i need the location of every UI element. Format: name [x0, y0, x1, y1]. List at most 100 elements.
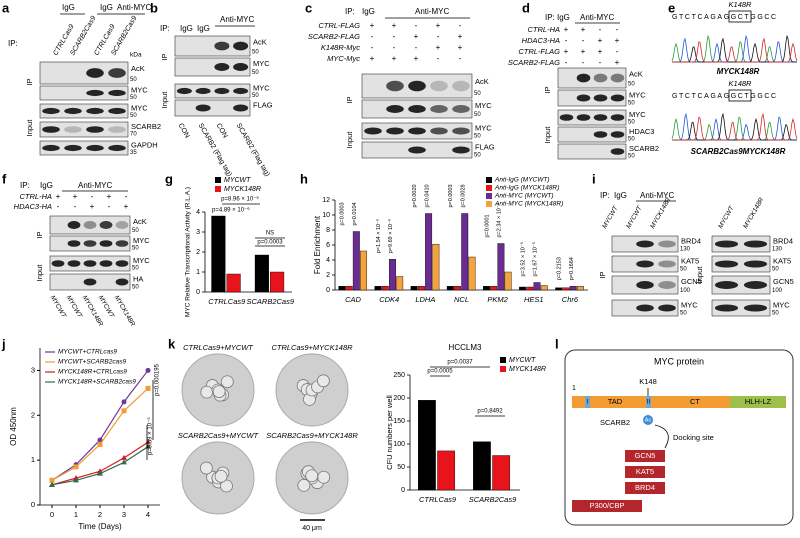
band-name: MYC	[475, 123, 492, 132]
band-name: MYC	[253, 59, 270, 68]
sign: -	[599, 25, 602, 34]
series-line	[51, 441, 149, 486]
p-value: p=3.52 × 10⁻⁵	[519, 242, 526, 277]
y-tick-label: 0	[326, 287, 330, 294]
band	[408, 146, 426, 154]
band	[214, 87, 230, 95]
band	[42, 144, 60, 152]
p-value: NS	[266, 231, 274, 237]
band-name: MYC	[131, 104, 148, 113]
chromatogram-trace	[672, 112, 797, 141]
bar	[338, 286, 346, 291]
y-tick-label: 100	[393, 441, 405, 448]
bar	[482, 286, 490, 291]
panel-letter: h	[300, 171, 308, 186]
x-tick-label: PKM2	[487, 295, 508, 304]
y-tick-label: 250	[393, 372, 405, 379]
band	[108, 144, 126, 152]
band	[593, 114, 608, 121]
y-tick-label: 2	[31, 410, 35, 419]
label: IgG	[100, 3, 113, 12]
y-tick-label: 50	[397, 464, 405, 471]
factor-box	[625, 466, 665, 478]
lane-label: SCARB2 (Flag tag)	[197, 122, 233, 177]
band	[610, 94, 625, 102]
bar	[555, 287, 563, 291]
sign: +	[436, 43, 441, 52]
x-tick-label: 2	[98, 510, 102, 519]
condition: HDAC3-HA	[522, 36, 560, 45]
band	[115, 260, 129, 267]
kda-marker: 50	[252, 93, 259, 99]
section-label: IP	[25, 78, 34, 85]
kda-marker: 50	[130, 113, 137, 119]
p-value: p=0.0003	[340, 202, 346, 225]
legend-swatch	[500, 366, 506, 372]
kda-marker: 50	[628, 100, 635, 106]
mb-box	[646, 396, 651, 408]
sign: +	[458, 43, 463, 52]
series-line	[51, 370, 149, 481]
bar	[418, 400, 436, 491]
blot-strip	[557, 67, 627, 89]
label: Anti-MYC	[78, 181, 112, 190]
kda-marker: 50	[130, 95, 137, 101]
band-name: MYC	[773, 300, 790, 309]
kda-marker: 50	[628, 82, 635, 88]
sign: -	[74, 202, 77, 211]
legend-label: Anti-IgG (MYCK148R)	[494, 185, 559, 192]
section-label: IP	[543, 86, 552, 93]
legend-label: MYCK148R	[509, 366, 546, 373]
legend-swatch	[486, 201, 492, 207]
label: HLH-LZ	[745, 397, 772, 406]
label: IP:	[160, 24, 170, 33]
band-name: HA	[133, 274, 143, 283]
band-name: GAPDH	[131, 141, 158, 150]
sign: -	[108, 202, 111, 211]
legend-swatch	[215, 186, 221, 192]
sequence: GTCTCAGAGGCTGGCC	[672, 14, 778, 21]
blot-strip	[49, 215, 131, 235]
y-tick-label: 3	[31, 365, 35, 374]
band	[452, 127, 470, 135]
image-caption: CTRLCas9+MYCK148R	[271, 343, 353, 352]
kda-marker: 130	[680, 246, 691, 252]
sign: -	[393, 43, 396, 52]
band	[99, 260, 113, 267]
band	[115, 221, 129, 229]
bar	[374, 286, 382, 291]
condition: CTRL-HA	[527, 25, 560, 34]
legend-label: MYCWT+CTRLcas9	[58, 349, 117, 356]
bar	[360, 250, 368, 291]
label: SCARB2Cas9	[69, 15, 97, 57]
label: IgG	[197, 24, 210, 33]
band	[86, 144, 104, 152]
sign: -	[371, 32, 374, 41]
cell	[305, 469, 319, 483]
x-tick-label: CTRLCas9	[419, 495, 457, 504]
sign: -	[393, 32, 396, 41]
point	[97, 437, 103, 443]
sign: -	[459, 21, 462, 30]
condition: CTRL-FLAG	[518, 47, 560, 56]
factor-box	[625, 450, 665, 462]
band	[86, 126, 104, 133]
cell	[317, 470, 331, 484]
sign: -	[371, 43, 374, 52]
label: MYCK148R	[717, 67, 760, 76]
cell	[212, 385, 226, 398]
sign: +	[581, 47, 586, 56]
band	[743, 260, 768, 268]
band-name: AcK	[253, 38, 267, 47]
sign: +	[564, 47, 569, 56]
point	[121, 454, 127, 460]
sign: -	[459, 54, 462, 63]
band	[559, 114, 574, 121]
section-label: Input	[160, 91, 169, 109]
band	[714, 260, 739, 268]
blot-strip	[557, 109, 627, 126]
kda-marker: 50	[772, 266, 779, 272]
sign: +	[392, 21, 397, 30]
factor-box	[572, 500, 642, 512]
